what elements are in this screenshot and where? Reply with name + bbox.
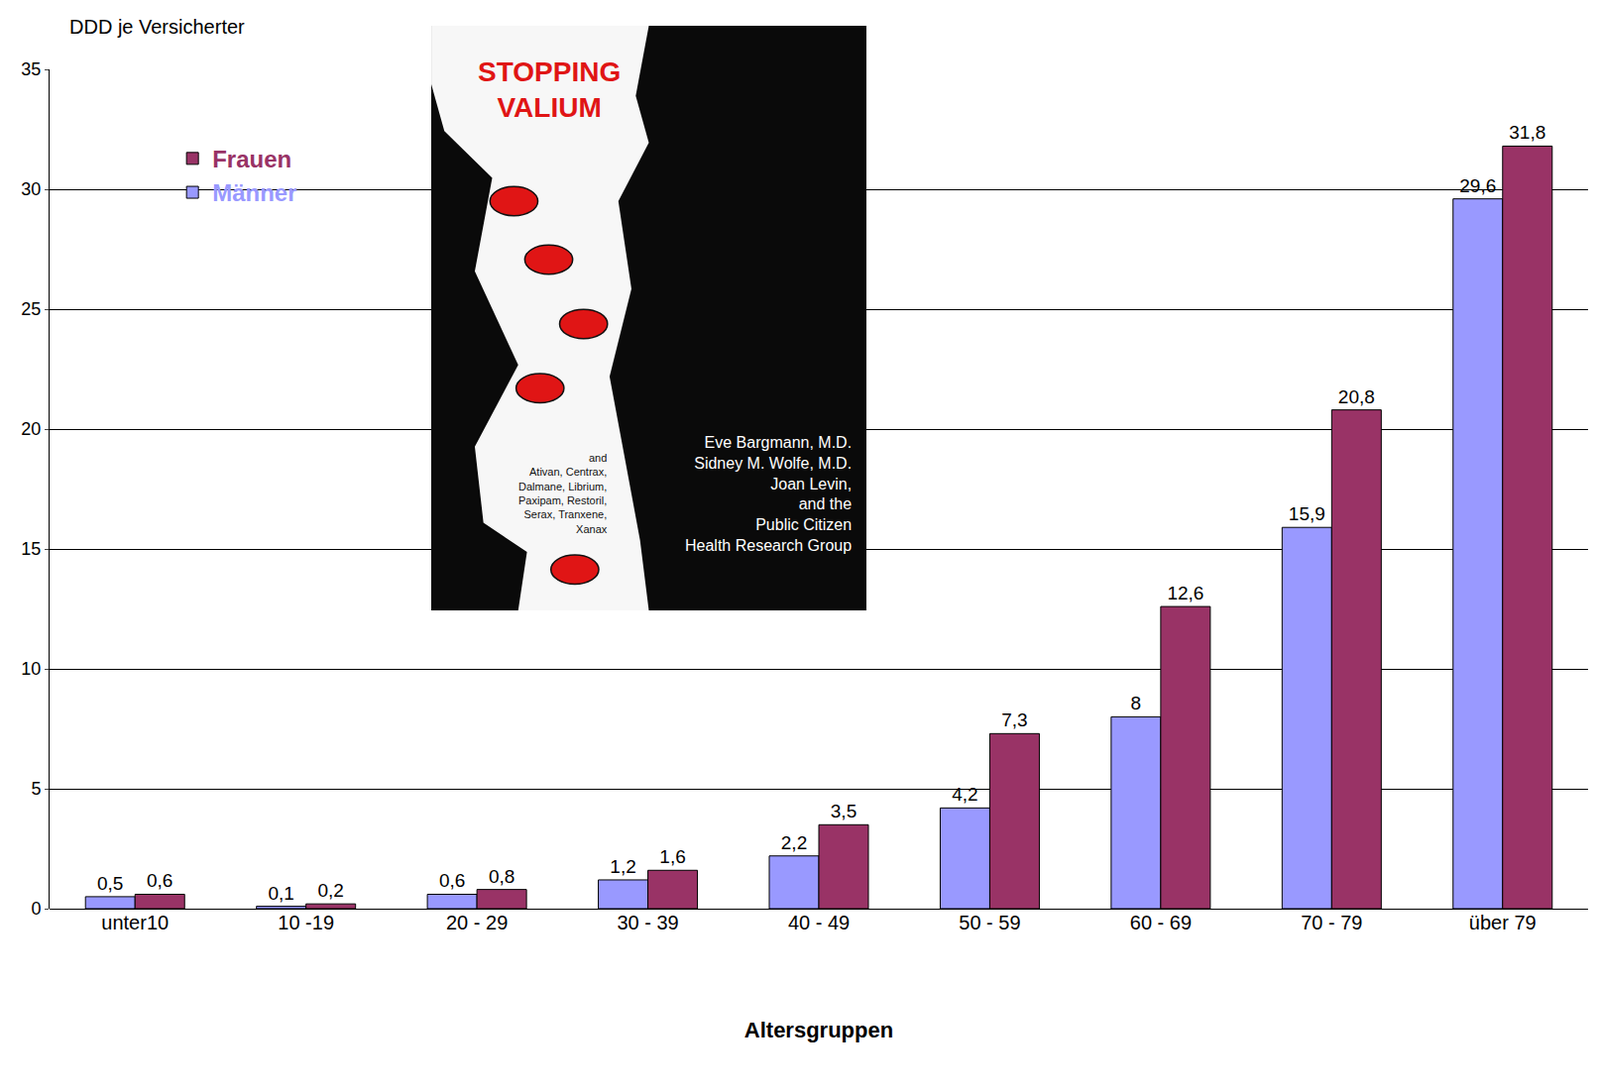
svg-text:25: 25 xyxy=(20,299,41,320)
svg-text:Eve Bargmann, M.D.Sidney M. Wo: Eve Bargmann, M.D.Sidney M. Wolfe, M.D.J… xyxy=(685,434,852,555)
svg-text:12,6: 12,6 xyxy=(1166,582,1204,604)
svg-text:50 - 59: 50 - 59 xyxy=(958,912,1021,934)
svg-text:20,8: 20,8 xyxy=(1338,386,1375,408)
svg-text:15,9: 15,9 xyxy=(1288,503,1326,525)
svg-text:0,1: 0,1 xyxy=(267,883,294,905)
svg-text:unter10: unter10 xyxy=(101,912,169,934)
svg-text:8: 8 xyxy=(1131,692,1143,714)
svg-text:30: 30 xyxy=(20,179,41,200)
svg-text:DDD je Versicherter: DDD je Versicherter xyxy=(69,15,245,38)
svg-text:0,6: 0,6 xyxy=(146,870,173,892)
svg-text:Altersgruppen: Altersgruppen xyxy=(744,1018,894,1043)
svg-text:0,8: 0,8 xyxy=(488,866,515,888)
svg-text:10: 10 xyxy=(20,659,41,680)
svg-text:30 - 39: 30 - 39 xyxy=(616,912,679,934)
svg-text:5: 5 xyxy=(30,779,41,800)
svg-text:1,6: 1,6 xyxy=(659,846,686,868)
svg-text:60 - 69: 60 - 69 xyxy=(1130,912,1192,934)
svg-text:Männer: Männer xyxy=(212,179,297,207)
svg-text:7,3: 7,3 xyxy=(1001,709,1028,731)
svg-text:2,2: 2,2 xyxy=(781,832,807,854)
svg-text:0: 0 xyxy=(30,899,41,919)
svg-text:31,8: 31,8 xyxy=(1508,121,1546,143)
svg-text:0,2: 0,2 xyxy=(317,880,343,902)
svg-text:andAtivan, Centrax,Dalmane, Li: andAtivan, Centrax,Dalmane, Librium,Paxi… xyxy=(518,452,608,536)
svg-text:Frauen: Frauen xyxy=(212,145,292,173)
svg-text:35: 35 xyxy=(20,59,41,80)
svg-text:29,6: 29,6 xyxy=(1459,175,1496,197)
svg-text:STOPPINGVALIUM: STOPPINGVALIUM xyxy=(477,56,621,123)
svg-text:20: 20 xyxy=(20,419,41,440)
svg-text:0,5: 0,5 xyxy=(97,873,123,895)
svg-text:1,2: 1,2 xyxy=(609,856,636,878)
svg-text:4,2: 4,2 xyxy=(951,784,978,805)
svg-text:3,5: 3,5 xyxy=(830,800,857,822)
svg-text:0,6: 0,6 xyxy=(439,870,465,892)
svg-text:über 79: über 79 xyxy=(1469,912,1537,934)
svg-text:70 - 79: 70 - 79 xyxy=(1300,912,1363,934)
svg-text:15: 15 xyxy=(20,539,41,560)
svg-text:10 -19: 10 -19 xyxy=(277,912,335,934)
svg-text:20 - 29: 20 - 29 xyxy=(446,912,508,934)
svg-text:40 - 49: 40 - 49 xyxy=(788,912,850,934)
